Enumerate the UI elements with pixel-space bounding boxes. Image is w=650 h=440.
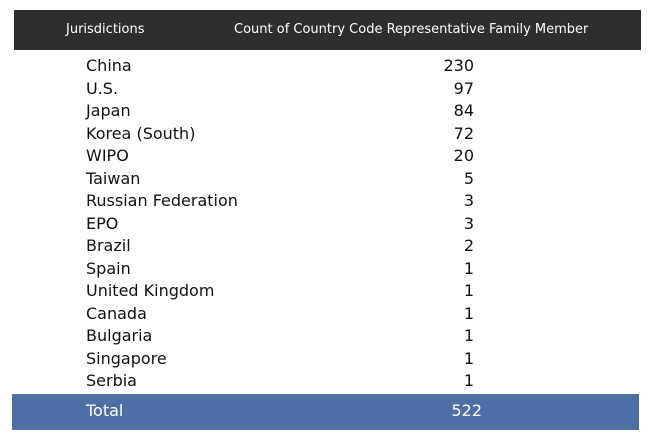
table-row: Canada 1 [14, 303, 641, 326]
jurisdiction-cell: United Kingdom [86, 281, 215, 300]
table-row: Japan 84 [14, 100, 641, 123]
table-row: Bulgaria 1 [14, 325, 641, 348]
jurisdiction-cell: Serbia [86, 371, 137, 390]
jurisdiction-cell: Canada [86, 303, 147, 323]
jurisdiction-cell: Russian Federation [86, 191, 238, 210]
table-row: Korea (South) 72 [14, 123, 641, 146]
count-cell: 1 [463, 258, 474, 278]
table-row: China 230 [14, 55, 641, 78]
count-cell: 84 [453, 101, 474, 120]
table-header: Jurisdictions Count of Country Code Repr… [14, 10, 641, 50]
table-body: China 230 U.S. 97 Japan 84 Korea (South) 72 WIPO… [14, 55, 641, 393]
table-row: U.S. 97 [14, 78, 641, 101]
table-row: Serbia 1 [14, 370, 641, 393]
jurisdiction-cell: U.S. [86, 78, 119, 98]
jurisdiction-cell: EPO [86, 213, 119, 233]
table-row: WIPO 20 [14, 145, 641, 168]
count-cell: 1 [463, 326, 474, 345]
count-cell: 1 [463, 348, 474, 368]
table-row: Russian Federation 3 [14, 190, 641, 213]
count-cell: 20 [453, 146, 474, 165]
jurisdiction-cell: Spain [86, 258, 131, 278]
count-cell: 97 [453, 78, 474, 98]
table-row: Taiwan 5 [14, 168, 641, 191]
jurisdiction-cell: Taiwan [86, 168, 141, 188]
table-row: Brazil 2 [14, 235, 641, 258]
count-cell: 1 [463, 303, 474, 323]
count-cell: 3 [463, 213, 474, 233]
count-cell: 3 [463, 191, 474, 210]
count-cell: 2 [463, 236, 474, 255]
count-cell: 1 [463, 371, 474, 390]
total-value: 522 [451, 401, 482, 420]
count-cell: 72 [453, 123, 474, 143]
jurisdiction-cell: Japan [86, 101, 131, 120]
jurisdiction-cell: Brazil [86, 236, 131, 255]
header-cell: Jurisdictions [66, 22, 145, 37]
jurisdiction-cell: Singapore [86, 348, 167, 368]
count-cell: 5 [463, 168, 474, 188]
total-label: Total [86, 401, 124, 420]
header-cell: Count of Country Code Representative Fam… [234, 22, 589, 37]
table-row: Singapore 1 [14, 348, 641, 371]
table-row: Spain 1 [14, 258, 641, 281]
table-row: United Kingdom 1 [14, 280, 641, 303]
jurisdiction-cell: China [86, 56, 132, 75]
count-cell: 230 [443, 56, 474, 75]
jurisdiction-cell: Korea (South) [86, 123, 196, 143]
jurisdiction-cell: WIPO [86, 146, 129, 165]
table-row: EPO 3 [14, 213, 641, 236]
jurisdiction-cell: Bulgaria [86, 326, 153, 345]
count-cell: 1 [463, 281, 474, 300]
total-row: Total 522 [12, 394, 639, 430]
